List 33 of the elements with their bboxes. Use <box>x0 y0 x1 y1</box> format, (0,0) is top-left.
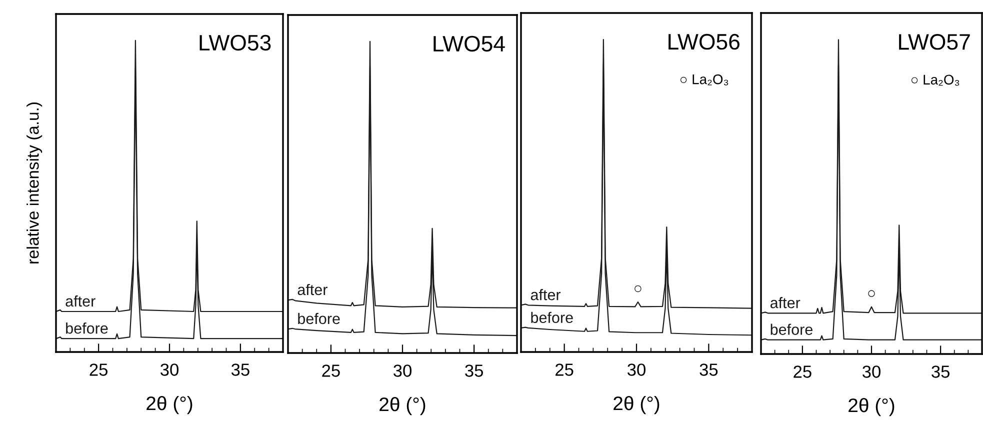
series-label: after <box>530 289 561 300</box>
series-label: after <box>66 295 96 307</box>
series-label: before <box>298 312 340 324</box>
x-axis-title: 2θ (°) <box>614 396 660 414</box>
x-axis-title: 2θ (°) <box>380 396 426 416</box>
x-tick-label: 30 <box>160 364 178 376</box>
series-label: before <box>66 322 108 334</box>
x-tick-label: 30 <box>862 366 880 378</box>
x-tick-label: 35 <box>465 364 483 377</box>
x-tick-label: 30 <box>394 364 412 377</box>
annotation: ○ La₂O₃ <box>680 74 728 86</box>
series-label: after <box>298 284 328 296</box>
series-label: before <box>531 312 573 324</box>
annotation: LWO53 <box>200 34 271 51</box>
annotation: ○ <box>868 290 875 297</box>
x-tick-label: 25 <box>90 364 108 376</box>
x-tick-label: 35 <box>231 364 250 376</box>
series-label: before <box>770 324 812 335</box>
x-tick-label: 35 <box>700 364 718 376</box>
x-tick-label: 25 <box>322 364 340 377</box>
x-tick-label: 30 <box>628 364 646 376</box>
annotation: ○ <box>634 285 642 292</box>
annotation: LWO56 <box>668 34 740 50</box>
x-tick-label: 35 <box>932 366 950 378</box>
x-tick-label: 25 <box>794 366 812 378</box>
x-axis-title: 2θ (°) <box>146 396 192 414</box>
annotation: LWO54 <box>434 36 505 52</box>
series-label: after <box>770 297 800 308</box>
annotation: ○ La₂O₃ <box>911 74 960 86</box>
x-axis-title: 2θ (°) <box>848 398 894 416</box>
annotation: LWO57 <box>899 34 970 50</box>
y-axis-title: relative intensity (a.u.) <box>26 102 42 264</box>
x-tick-label: 25 <box>556 364 574 376</box>
